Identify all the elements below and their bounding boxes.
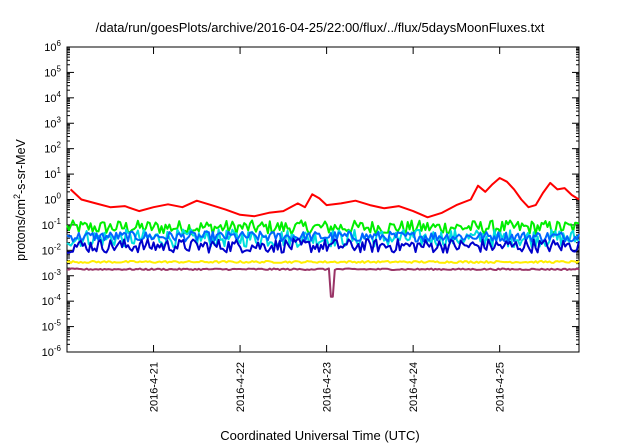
y-tick-label: 103 <box>44 115 61 130</box>
plot-frame <box>66 46 580 353</box>
y-tick-label: 10-3 <box>42 268 62 283</box>
chart-title: /data/run/goesPlots/archive/2016-04-25/2… <box>95 20 545 35</box>
flux-series-line-7 <box>66 267 580 298</box>
flux-series-line-1 <box>69 177 580 219</box>
y-tick-label: 10-2 <box>42 242 62 257</box>
y-tick-label: 101 <box>44 166 61 181</box>
y-tick-label: 100 <box>44 192 61 207</box>
y-tick-label: 102 <box>44 141 61 156</box>
x-axis-label: Coordinated Universal Time (UTC) <box>220 428 420 443</box>
flux-series-line-6 <box>66 259 580 264</box>
x-tick-label: 2016-4-25 <box>495 362 507 412</box>
flux-series-line-3 <box>66 228 580 248</box>
y-tick-label: 105 <box>44 64 61 79</box>
x-tick-label: 2016-4-24 <box>408 362 420 412</box>
y-tick-label: 10-4 <box>42 293 62 308</box>
y-tick-label: 10-6 <box>42 344 62 359</box>
x-tick-label: 2016-4-22 <box>235 362 247 412</box>
flux-series-line-4 <box>66 230 580 243</box>
x-tick-label: 2016-4-23 <box>322 362 334 412</box>
y-tick-label: 104 <box>44 90 61 105</box>
y-tick-label: 10-5 <box>42 319 62 334</box>
x-tick-label: 2016-4-21 <box>149 362 161 412</box>
y-tick-label: 106 <box>44 39 61 54</box>
flux-series-line-5 <box>66 237 580 254</box>
y-tick-label: 10-1 <box>42 217 62 232</box>
